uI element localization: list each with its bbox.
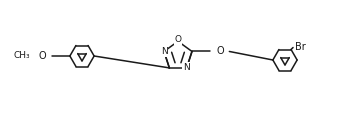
Text: O: O <box>174 35 182 44</box>
Text: N: N <box>183 63 190 72</box>
Text: CH₃: CH₃ <box>14 51 30 60</box>
Text: Br: Br <box>295 42 306 51</box>
Text: N: N <box>161 47 167 56</box>
Text: O: O <box>38 51 46 61</box>
Text: O: O <box>217 46 224 57</box>
